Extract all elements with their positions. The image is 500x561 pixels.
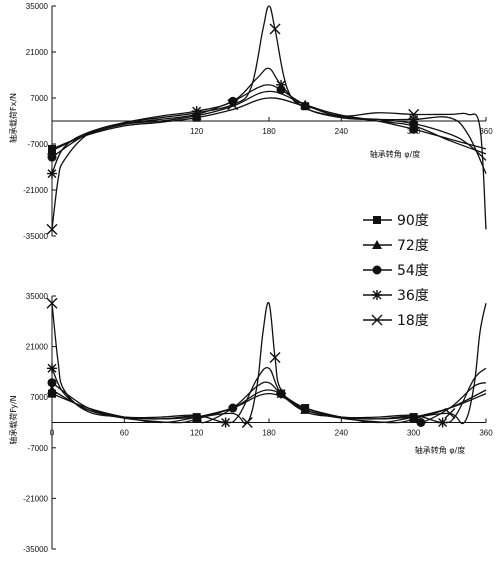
y-tick-label: -21000 [23, 494, 48, 503]
y-tick-label: -35000 [23, 232, 48, 241]
bottom-chart: 35000 21000 7000 -7000 -21000 -35000 0 60 120 180… [8, 292, 493, 554]
y-tick-label: -7000 [28, 444, 49, 453]
marker-s4-p3 [408, 108, 420, 120]
series-line-1 [51, 389, 487, 424]
y-tick-label: -7000 [28, 140, 49, 149]
marker-sL4-p0 [371, 314, 383, 326]
marker-s4-p2 [269, 23, 281, 35]
marker-s2-p1 [228, 403, 238, 413]
marker-s4-p2 [269, 351, 281, 363]
x-tick-label: 120 [190, 429, 204, 438]
y-tick-label: -35000 [23, 545, 48, 554]
marker-sL1-p0 [372, 240, 382, 249]
y-axis-label: 轴承载荷Fx/N [8, 93, 18, 143]
legend-label: 72度 [397, 238, 429, 254]
series-markers-2 [47, 378, 426, 427]
marker-s2-p0 [47, 152, 57, 162]
x-tick-label: 60 [120, 429, 129, 438]
x-tick-label: 300 [407, 429, 421, 438]
y-axis-label: 轴承载荷Fy/N [8, 395, 18, 444]
y-tick-label: -21000 [23, 186, 48, 195]
x-tick-label: 240 [335, 429, 349, 438]
y-tick-label: 35000 [26, 292, 49, 301]
series-line-0 [51, 97, 487, 150]
x-axis-label: 轴承转角 φ/度 [370, 149, 421, 159]
marker-s3-p0 [47, 168, 57, 179]
marker-s2-p3 [416, 418, 426, 427]
marker-s4-p0 [46, 223, 58, 235]
series-line-4 [51, 5, 487, 230]
series-line-3 [51, 367, 487, 424]
x-tick-label: 360 [479, 429, 493, 438]
legend-label: 18度 [397, 313, 429, 329]
marker-s4-p1 [227, 99, 239, 111]
series-markers-2 [47, 85, 419, 162]
marker-s3-p1 [191, 106, 202, 117]
legend-item: 54度 [363, 263, 429, 279]
marker-s4-p3 [444, 407, 456, 419]
legend-label: 90度 [397, 213, 429, 229]
legend-item: 18度 [363, 313, 429, 329]
marker-s1-p0 [47, 145, 57, 155]
x-tick-label: 180 [262, 127, 276, 136]
series-markers-1 [47, 384, 419, 423]
legend-item: 36度 [363, 288, 429, 304]
marker-s1-p1 [191, 413, 202, 423]
y-tick-label: 35000 [26, 2, 49, 11]
x-tick-label: 180 [262, 429, 276, 438]
marker-s3-p3 [408, 114, 419, 125]
top-chart: 35000 21000 7000 -7000 -21000 -35000 120 180 240… [8, 2, 493, 241]
marker-sL3-p0 [372, 290, 382, 300]
x-axis-label: 轴承转角 φ/度 [415, 445, 466, 455]
y-tick-label: 7000 [30, 94, 48, 103]
x-tick-label: 360 [479, 127, 493, 136]
y-tick-label: 21000 [26, 343, 49, 352]
marker-sL0-p0 [373, 216, 381, 224]
x-tick-label: 0 [50, 429, 55, 438]
series-markers-1 [47, 99, 419, 155]
series-markers-3 [47, 79, 419, 179]
marker-s3-p3 [437, 417, 448, 428]
marker-s1-p0 [47, 384, 57, 394]
series-markers-4 [46, 23, 420, 235]
marker-sL2-p0 [372, 265, 382, 275]
series-line-1 [51, 90, 487, 155]
marker-s3-p1 [220, 417, 231, 428]
series-line-2 [51, 84, 487, 161]
marker-s3-p0 [47, 363, 57, 374]
marker-s4-p0 [46, 297, 58, 309]
series-markers-3 [47, 363, 448, 428]
legend-item: 72度 [363, 238, 429, 254]
series-line-4 [51, 301, 487, 425]
y-tick-label: 21000 [26, 48, 49, 57]
marker-s3-p2 [276, 388, 287, 399]
marker-s4-p1 [241, 417, 253, 428]
legend: 90度 72度 54度 36度 18度 [363, 213, 429, 329]
marker-s2-p0 [47, 378, 57, 388]
marker-s3-p2 [276, 79, 287, 90]
marker-s1-p3 [408, 413, 419, 423]
legend-label: 54度 [397, 263, 429, 279]
x-tick-label: 120 [190, 127, 204, 136]
y-tick-label: 7000 [30, 393, 48, 402]
legend-label: 36度 [397, 288, 429, 304]
x-tick-label: 240 [335, 127, 349, 136]
legend-item: 90度 [363, 213, 429, 229]
series-markers-4 [46, 297, 456, 428]
